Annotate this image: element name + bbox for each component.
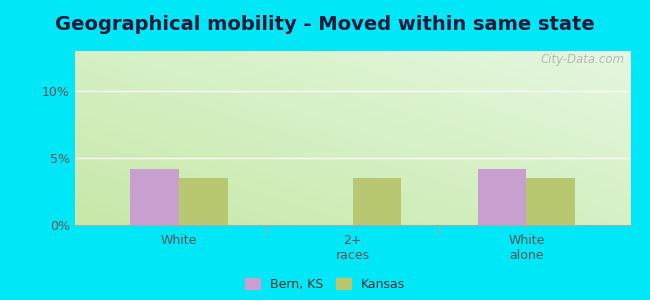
Text: Geographical mobility - Moved within same state: Geographical mobility - Moved within sam… xyxy=(55,15,595,34)
Bar xyxy=(478,169,526,225)
Bar xyxy=(526,178,575,225)
Bar xyxy=(352,178,401,225)
Bar xyxy=(179,178,228,225)
Text: City-Data.com: City-Data.com xyxy=(541,53,625,66)
Legend: Bern, KS, Kansas: Bern, KS, Kansas xyxy=(245,278,405,291)
Bar xyxy=(130,169,179,225)
